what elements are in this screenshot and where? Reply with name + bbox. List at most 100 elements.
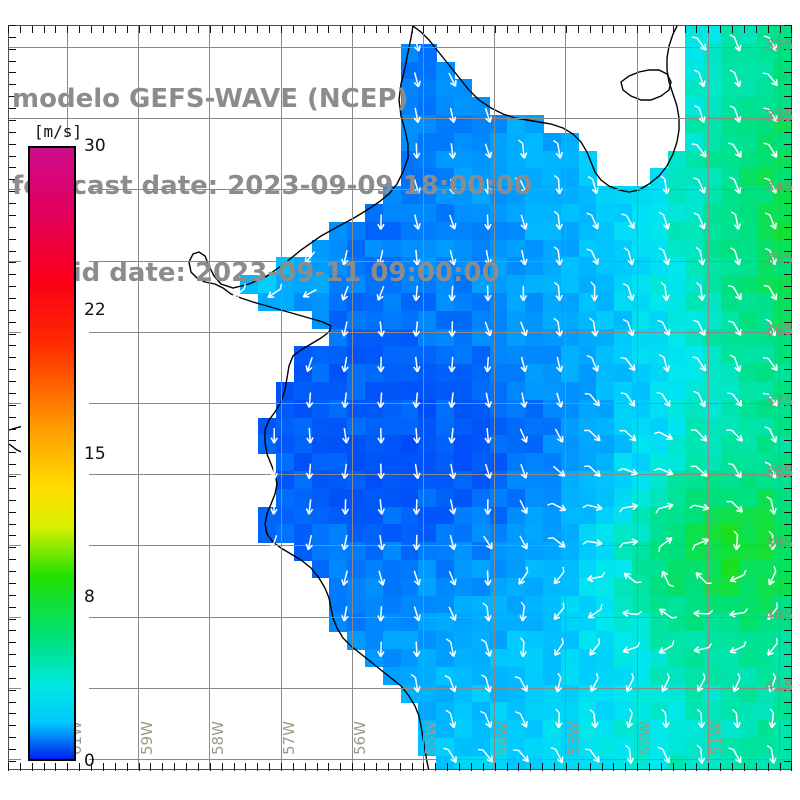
data-cell <box>649 435 669 454</box>
data-cell <box>382 382 402 401</box>
data-cell <box>703 666 722 686</box>
axis-tick <box>162 26 163 33</box>
wind-barb-shaft <box>767 357 778 371</box>
wind-barb-flag <box>763 35 770 39</box>
wind-barb-shaft <box>661 570 670 586</box>
data-cell <box>738 577 758 597</box>
wind-barb-flag <box>765 247 771 252</box>
wind-barb-head <box>770 189 777 194</box>
data-cell <box>543 346 562 365</box>
axis-tick <box>20 763 21 771</box>
wind-barb-head <box>631 294 635 301</box>
data-cell <box>507 506 526 525</box>
wind-barb-head <box>698 117 705 123</box>
axis-tick <box>784 690 792 691</box>
data-cell <box>738 471 758 490</box>
data-cell <box>632 382 651 401</box>
wind-barb-shaft <box>767 607 778 620</box>
data-cell <box>596 471 615 490</box>
data-cell <box>774 150 791 169</box>
data-cell <box>738 631 758 650</box>
wind-barb-flag <box>689 504 695 509</box>
wind-barb-flag <box>765 318 771 323</box>
axis-tick <box>732 763 733 771</box>
wind-barb-head <box>699 331 706 337</box>
wind-barb-head <box>376 258 381 266</box>
data-cell <box>365 346 384 365</box>
axis-tick <box>613 26 614 33</box>
data-cell <box>436 168 455 187</box>
axis-tick <box>79 26 80 33</box>
wind-barb-shaft <box>557 285 561 301</box>
data-cell <box>596 649 615 668</box>
wind-barb-head <box>629 438 636 442</box>
data-cell <box>311 506 330 525</box>
data-cell <box>347 542 366 561</box>
data-cell <box>667 560 686 579</box>
wind-barb-flag <box>743 641 747 647</box>
wind-barb-head <box>555 722 560 729</box>
axis-tick <box>412 763 413 771</box>
data-cell <box>614 702 633 721</box>
wind-barb-head <box>770 46 777 52</box>
grid-line-vertical <box>423 26 424 769</box>
wind-barb-head <box>622 650 630 654</box>
wind-barb-shaft <box>484 107 491 123</box>
wind-barb-flag <box>636 641 641 648</box>
wind-barb-head <box>702 537 709 541</box>
data-cell <box>649 168 669 187</box>
wind-barb-head <box>413 437 418 444</box>
axis-tick <box>9 713 16 714</box>
wind-barb-head <box>770 153 777 158</box>
wind-barb-head <box>448 437 453 444</box>
wind-barb-head <box>270 473 276 480</box>
wind-barb-shaft <box>659 608 673 619</box>
wind-barb-head <box>597 399 601 406</box>
axis-tick <box>784 108 792 109</box>
wind-barb-shaft <box>557 214 561 230</box>
wind-barb-head <box>484 615 490 622</box>
data-cell <box>418 577 437 597</box>
wind-barb-head <box>344 508 350 515</box>
wind-barb-head <box>487 294 492 302</box>
wind-barb-shaft <box>624 429 637 442</box>
axis-tick <box>9 239 16 240</box>
wind-barb-shaft <box>519 428 528 443</box>
data-cell <box>667 328 686 347</box>
wind-barb-head <box>555 330 561 337</box>
data-cell <box>471 168 491 187</box>
wind-barb-head <box>695 571 703 576</box>
wind-barb-head <box>377 650 382 658</box>
axis-tick <box>376 26 377 33</box>
data-cell <box>649 275 669 294</box>
axis-tick <box>507 763 508 771</box>
wind-barb-shaft <box>769 677 776 693</box>
data-cell <box>454 524 473 543</box>
wind-barb-head <box>526 755 530 762</box>
data-cell <box>365 275 384 294</box>
wind-barb-shaft <box>590 214 599 230</box>
axis-tick <box>150 763 151 771</box>
axis-tick <box>9 179 16 180</box>
data-cell <box>596 435 615 454</box>
wind-barb-head <box>380 437 385 444</box>
wind-barb-flag <box>479 710 486 715</box>
data-cell <box>738 26 758 45</box>
wind-barb-head <box>484 651 491 657</box>
wind-barb-head <box>561 541 566 548</box>
data-cell <box>311 293 330 312</box>
wind-barb-head <box>305 401 310 408</box>
data-cell <box>471 471 491 490</box>
data-cell <box>525 560 544 579</box>
wind-barb-flag <box>656 391 662 395</box>
data-cell <box>632 453 651 472</box>
axis-tick <box>784 702 792 703</box>
wind-barb-flag <box>598 638 600 644</box>
axis-tick <box>9 108 16 109</box>
wind-barb-shaft <box>770 499 775 515</box>
wind-barb-shaft <box>342 570 349 586</box>
wind-barb-head <box>699 188 705 194</box>
wind-barb-flag <box>729 354 735 358</box>
axis-tick <box>566 26 567 33</box>
data-cell <box>578 417 597 436</box>
